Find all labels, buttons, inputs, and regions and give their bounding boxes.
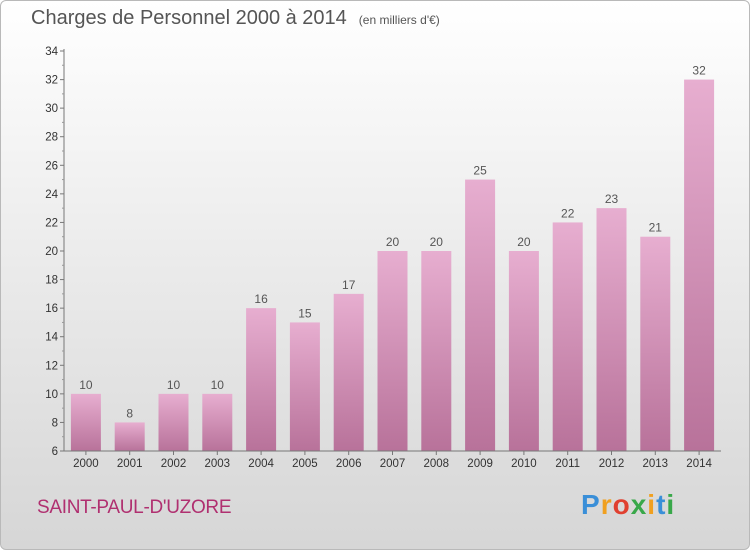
y-tick-label-34: 34 xyxy=(45,46,58,58)
x-tick-label-2012: 2012 xyxy=(599,458,625,470)
data-label-2012: 23 xyxy=(605,192,619,206)
y-tick-label-16: 16 xyxy=(45,303,58,315)
chart-subtitle: (en milliers d'€) xyxy=(358,13,440,27)
bar-2003 xyxy=(202,393,233,451)
data-label-2008: 20 xyxy=(430,235,444,249)
logo-letter: o xyxy=(612,489,631,520)
data-label-2007: 20 xyxy=(386,235,400,249)
data-label-2002: 10 xyxy=(167,378,181,392)
y-tick-label-10: 10 xyxy=(45,389,58,401)
data-label-2005: 15 xyxy=(298,306,312,320)
bar-2007 xyxy=(377,251,408,451)
x-tick-label-2013: 2013 xyxy=(643,458,669,470)
bar-2004 xyxy=(246,308,277,451)
y-tick-label-6: 6 xyxy=(52,446,58,458)
y-tick-label-30: 30 xyxy=(45,103,58,115)
bar-2010 xyxy=(508,251,539,451)
bar-2006 xyxy=(333,293,364,451)
x-tick-label-2007: 2007 xyxy=(380,458,406,470)
title-row: Charges de Personnel 2000 à 2014 (en mill… xyxy=(31,7,440,30)
x-tick-label-2009: 2009 xyxy=(467,458,493,470)
logo-letter: P xyxy=(581,489,601,520)
y-tick-label-28: 28 xyxy=(45,132,58,144)
logo-letter: x xyxy=(630,489,648,520)
logo-letter: i xyxy=(666,489,676,520)
x-tick-label-2005: 2005 xyxy=(292,458,318,470)
data-label-2013: 21 xyxy=(649,221,663,235)
data-label-2014: 32 xyxy=(692,64,706,78)
x-tick-label-2006: 2006 xyxy=(336,458,362,470)
y-tick-label-26: 26 xyxy=(45,160,58,172)
bar-2012 xyxy=(596,208,627,451)
logo-letter: r xyxy=(600,489,613,520)
y-tick-label-18: 18 xyxy=(45,275,58,287)
chart-title: Charges de Personnel 2000 à 2014 xyxy=(31,7,347,29)
bar-2001 xyxy=(114,422,145,451)
y-tick-label-12: 12 xyxy=(45,360,58,372)
bar-2014 xyxy=(684,79,715,452)
x-tick-label-2002: 2002 xyxy=(161,458,187,470)
data-label-2011: 22 xyxy=(561,206,575,220)
data-label-2001: 8 xyxy=(126,406,133,420)
x-tick-label-2010: 2010 xyxy=(511,458,537,470)
bar-2011 xyxy=(552,222,583,451)
y-tick-label-14: 14 xyxy=(45,332,58,344)
x-tick-label-2000: 2000 xyxy=(73,458,99,470)
bar-2002 xyxy=(158,393,189,451)
bar-2009 xyxy=(465,179,496,452)
x-tick-label-2003: 2003 xyxy=(205,458,231,470)
x-tick-label-2001: 2001 xyxy=(117,458,143,470)
data-label-2004: 16 xyxy=(254,292,268,306)
y-tick-label-32: 32 xyxy=(45,75,58,87)
logo-letter: t xyxy=(656,489,667,520)
bar-2005 xyxy=(289,322,320,451)
data-label-2000: 10 xyxy=(79,378,93,392)
data-label-2003: 10 xyxy=(211,378,225,392)
x-tick-label-2011: 2011 xyxy=(555,458,580,470)
proxiti-logo: Proxiti xyxy=(581,489,675,521)
x-tick-label-2014: 2014 xyxy=(686,458,712,470)
bar-2008 xyxy=(421,251,452,451)
y-tick-label-24: 24 xyxy=(45,189,58,201)
data-label-2006: 17 xyxy=(342,278,356,292)
y-tick-label-22: 22 xyxy=(45,217,58,229)
y-tick-label-20: 20 xyxy=(45,246,58,258)
bar-2000 xyxy=(70,393,101,451)
x-tick-label-2008: 2008 xyxy=(424,458,450,470)
place-name: SAINT-PAUL-D'UZORE xyxy=(37,497,232,518)
bar-2013 xyxy=(640,236,671,451)
x-tick-label-2004: 2004 xyxy=(248,458,274,470)
data-label-2009: 25 xyxy=(473,164,487,178)
logo-letter: i xyxy=(647,489,657,520)
y-tick-label-8: 8 xyxy=(52,417,58,429)
data-label-2010: 20 xyxy=(517,235,531,249)
